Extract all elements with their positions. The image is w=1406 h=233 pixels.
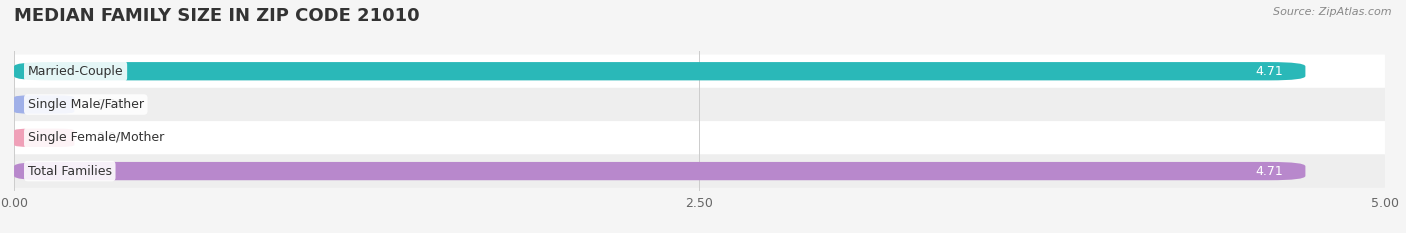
FancyBboxPatch shape — [14, 62, 1305, 80]
Text: Single Male/Father: Single Male/Father — [28, 98, 143, 111]
Text: Married-Couple: Married-Couple — [28, 65, 124, 78]
FancyBboxPatch shape — [14, 121, 1385, 154]
FancyBboxPatch shape — [14, 88, 1385, 121]
Text: 4.71: 4.71 — [1256, 65, 1284, 78]
FancyBboxPatch shape — [14, 55, 1385, 88]
Text: 0.00: 0.00 — [96, 98, 124, 111]
FancyBboxPatch shape — [14, 162, 1305, 180]
FancyBboxPatch shape — [14, 154, 1385, 188]
Text: MEDIAN FAMILY SIZE IN ZIP CODE 21010: MEDIAN FAMILY SIZE IN ZIP CODE 21010 — [14, 7, 419, 25]
Text: 0.00: 0.00 — [96, 131, 124, 144]
FancyBboxPatch shape — [14, 129, 75, 147]
Text: Source: ZipAtlas.com: Source: ZipAtlas.com — [1274, 7, 1392, 17]
Text: Total Families: Total Families — [28, 164, 111, 178]
Text: Single Female/Mother: Single Female/Mother — [28, 131, 165, 144]
Text: 4.71: 4.71 — [1256, 164, 1284, 178]
FancyBboxPatch shape — [14, 95, 75, 114]
